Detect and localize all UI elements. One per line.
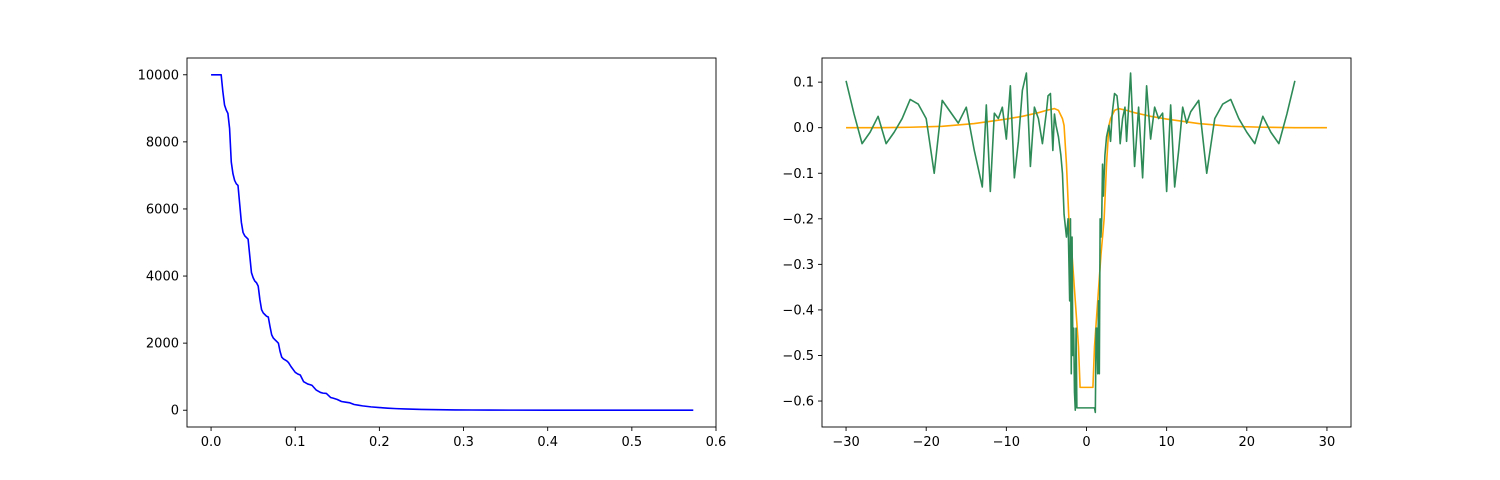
right-ytick-label: −0.4 bbox=[782, 303, 814, 318]
left-ytick-label: 4000 bbox=[146, 270, 179, 285]
left-axes: 0.0 0.1 0.2 0.3 0.4 0.5 0.6 0 2000 4000 6000 8000 10… bbox=[138, 57, 727, 450]
right-ytick-label: −0.3 bbox=[782, 258, 814, 273]
right-series-group bbox=[845, 72, 1327, 414]
left-ytick-label: 2000 bbox=[146, 337, 179, 352]
right-xtick-label: 20 bbox=[1239, 435, 1256, 450]
left-ytick-label: 10000 bbox=[138, 68, 179, 83]
left-series-group bbox=[211, 73, 694, 412]
right-ytick-label: −0.1 bbox=[782, 167, 814, 182]
right-ytick-label: 0.0 bbox=[793, 121, 814, 136]
right-xtick-label: −10 bbox=[993, 435, 1020, 450]
right-xtick-label: −20 bbox=[912, 435, 939, 450]
left-axes-frame bbox=[186, 57, 717, 428]
right-ytick-label: −0.5 bbox=[782, 349, 814, 364]
right-xtick-label: 0 bbox=[1082, 435, 1090, 450]
right-series-noisy bbox=[845, 72, 1296, 414]
left-ytick-label: 0 bbox=[171, 404, 179, 419]
left-xtick-label: 0.6 bbox=[706, 435, 727, 450]
left-xtick-label: 0.2 bbox=[369, 435, 390, 450]
left-series-decay bbox=[211, 73, 694, 412]
left-xtick-label: 0.5 bbox=[622, 435, 643, 450]
right-axes: −30 −20 −10 0 10 20 30 −0.6 −0.5 −0.4 −0.3 −0.2 −0.1… bbox=[782, 57, 1352, 450]
left-xtick-label: 0.3 bbox=[453, 435, 474, 450]
left-xtick-label: 0.0 bbox=[201, 435, 222, 450]
right-ytick-label: −0.2 bbox=[782, 212, 814, 227]
right-series-smooth bbox=[846, 107, 1327, 389]
left-ytick-label: 8000 bbox=[146, 135, 179, 150]
right-xtick-label: −30 bbox=[832, 435, 859, 450]
right-ytick-label: −0.6 bbox=[782, 395, 814, 410]
left-ytick-label: 6000 bbox=[146, 202, 179, 217]
left-xtick-label: 0.1 bbox=[285, 435, 306, 450]
right-ytick-label: 0.1 bbox=[793, 76, 814, 91]
left-xtick-label: 0.4 bbox=[537, 435, 558, 450]
right-xtick-label: 10 bbox=[1158, 435, 1175, 450]
right-xtick-label: 30 bbox=[1319, 435, 1336, 450]
